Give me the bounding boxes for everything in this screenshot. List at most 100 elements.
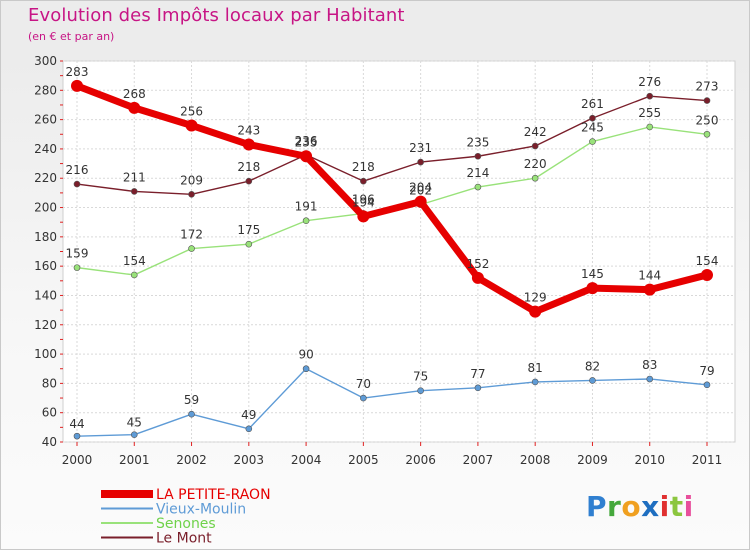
x-tick-label: 2004 [291, 453, 322, 467]
data-label-la-petite-raon: 194 [352, 195, 375, 209]
data-point-le-mont [703, 97, 711, 104]
data-label-senones: 175 [237, 223, 260, 237]
data-label-la-petite-raon: 152 [466, 257, 489, 271]
data-point-vieux-moulin [474, 384, 482, 392]
data-point-le-mont [474, 152, 482, 160]
data-label-vieux-moulin: 70 [356, 377, 371, 391]
data-point-vieux-moulin [417, 387, 424, 395]
y-tick-label: 160 [34, 259, 57, 273]
legend-label: Senones [156, 516, 216, 532]
data-point-vieux-moulin [130, 431, 138, 438]
y-tick-label: 60 [42, 406, 57, 420]
data-label-le-mont: 273 [696, 80, 719, 94]
series-group [71, 79, 713, 440]
data-label-le-mont: 209 [180, 173, 203, 187]
x-tick-label: 2010 [634, 453, 665, 467]
data-label-la-petite-raon: 154 [696, 254, 719, 268]
data-point-senones [703, 130, 711, 138]
data-label-la-petite-raon: 235 [295, 135, 318, 149]
data-label-le-mont: 276 [638, 75, 661, 89]
x-tick-label: 2005 [348, 453, 379, 467]
data-label-senones: 191 [295, 200, 318, 214]
data-label-le-mont: 236 [295, 134, 318, 148]
data-point-la-petite-raon [643, 283, 656, 296]
data-point-le-mont [589, 114, 596, 122]
data-label-le-mont: 261 [581, 97, 604, 111]
data-label-la-petite-raon: 204 [409, 181, 432, 195]
data-point-la-petite-raon [414, 195, 427, 208]
data-point-vieux-moulin [302, 365, 310, 373]
data-label-senones: 196 [352, 192, 375, 206]
data-point-vieux-moulin [188, 410, 195, 418]
x-tick-label: 2002 [176, 453, 207, 467]
data-label-senones: 172 [180, 228, 203, 242]
y-tick-label: 280 [34, 83, 57, 97]
data-point-senones [302, 217, 310, 225]
series-line-la-petite-raon [73, 82, 711, 316]
data-label-vieux-moulin: 45 [127, 416, 142, 430]
x-tick-label: 2003 [234, 453, 265, 467]
y-tick-label: 40 [42, 435, 57, 449]
data-point-senones [188, 245, 195, 252]
series-line-vieux-moulin [76, 368, 708, 437]
data-point-le-mont [360, 177, 367, 185]
data-label-le-mont: 216 [66, 163, 89, 177]
y-tick-label: 140 [34, 288, 57, 302]
data-label-vieux-moulin: 90 [298, 348, 313, 362]
data-point-le-mont [245, 177, 253, 185]
data-label-senones: 154 [123, 254, 146, 268]
series-line-le-mont [76, 95, 708, 196]
y-tick-label: 260 [34, 113, 57, 127]
data-point-le-mont [646, 92, 654, 100]
data-point-vieux-moulin [360, 394, 367, 402]
data-point-le-mont [417, 158, 424, 166]
y-tick-label: 180 [34, 230, 57, 244]
data-label-senones: 250 [696, 113, 719, 127]
data-point-senones [531, 174, 539, 182]
data-point-la-petite-raon [185, 119, 198, 132]
data-point-la-petite-raon [71, 79, 83, 92]
legend-label: Vieux-Moulin [156, 502, 246, 518]
data-label-vieux-moulin: 75 [413, 370, 428, 384]
legend-label: Le Mont [156, 531, 212, 547]
data-point-vieux-moulin [589, 377, 596, 384]
data-point-la-petite-raon [128, 101, 141, 114]
data-label-vieux-moulin: 44 [69, 417, 84, 431]
y-tick-label: 220 [34, 171, 57, 185]
data-point-la-petite-raon [357, 210, 370, 223]
y-tick-label: 240 [34, 142, 57, 156]
data-label-la-petite-raon: 129 [524, 291, 547, 305]
data-point-senones [474, 183, 482, 191]
x-tick-label: 2006 [405, 453, 436, 467]
data-label-senones: 202 [409, 184, 432, 198]
data-point-vieux-moulin [646, 375, 654, 383]
data-point-la-petite-raon [529, 305, 542, 318]
data-label-senones: 220 [524, 157, 547, 171]
y-tick-label: 300 [34, 54, 57, 68]
data-point-le-mont [73, 180, 81, 188]
data-label-le-mont: 231 [409, 141, 432, 155]
data-point-senones [73, 264, 81, 271]
data-label-la-petite-raon: 145 [581, 267, 604, 281]
data-point-la-petite-raon [701, 268, 713, 281]
data-label-la-petite-raon: 243 [237, 124, 260, 138]
data-label-vieux-moulin: 82 [585, 359, 600, 373]
data-label-vieux-moulin: 81 [528, 361, 543, 375]
data-point-le-mont [188, 191, 195, 198]
data-point-la-petite-raon [471, 271, 484, 284]
data-label-vieux-moulin: 59 [184, 393, 199, 407]
data-label-la-petite-raon: 268 [123, 87, 146, 101]
data-label-le-mont: 218 [352, 160, 375, 174]
x-tick-label: 2009 [577, 453, 608, 467]
y-tick-label: 120 [34, 318, 57, 332]
data-label-senones: 245 [581, 121, 604, 135]
data-label-la-petite-raon: 144 [638, 269, 661, 283]
data-label-le-mont: 218 [237, 160, 260, 174]
chart-title: Evolution des Impôts locaux par Habitant [28, 5, 405, 26]
y-tick-label: 80 [42, 376, 57, 390]
x-tick-label: 2007 [463, 453, 494, 467]
chart-subtitle: (en € et par an) [28, 30, 115, 43]
data-labels: 216 211 209 218 236 218 231 235 242 261 276 273 159 1… [66, 65, 719, 431]
